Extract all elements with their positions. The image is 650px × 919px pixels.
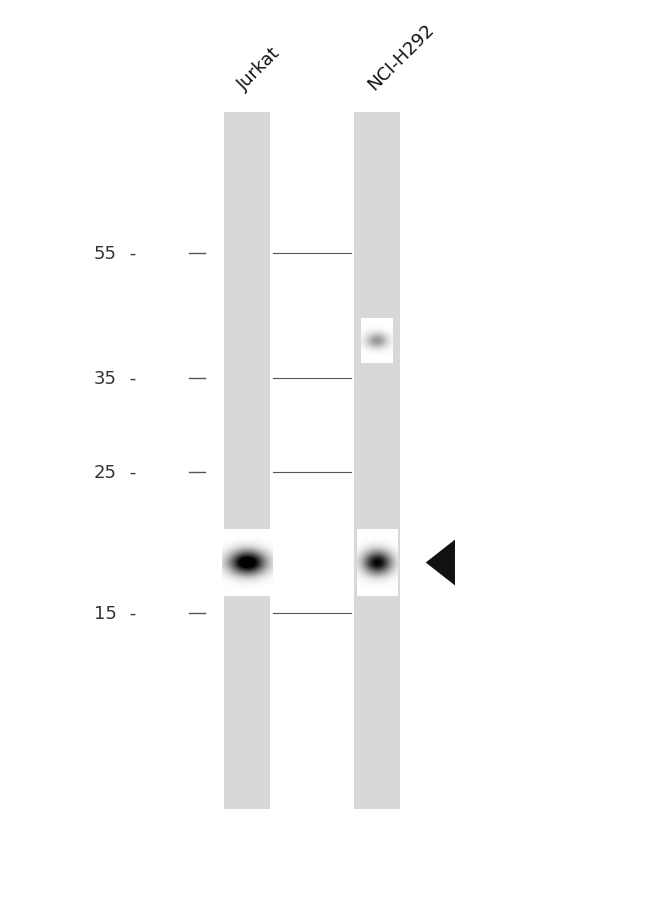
FancyBboxPatch shape [224, 112, 270, 809]
Text: Jurkat: Jurkat [234, 44, 284, 94]
Polygon shape [426, 540, 455, 585]
Text: 15: 15 [94, 605, 117, 622]
Text: -: - [124, 370, 136, 388]
FancyBboxPatch shape [354, 112, 400, 809]
Text: 25: 25 [94, 463, 117, 481]
Text: -: - [124, 245, 136, 263]
Text: -: - [124, 463, 136, 481]
Text: -: - [124, 605, 136, 622]
Text: 55: 55 [94, 245, 117, 263]
Text: 35: 35 [94, 370, 117, 388]
Text: NCI-H292: NCI-H292 [364, 21, 437, 94]
